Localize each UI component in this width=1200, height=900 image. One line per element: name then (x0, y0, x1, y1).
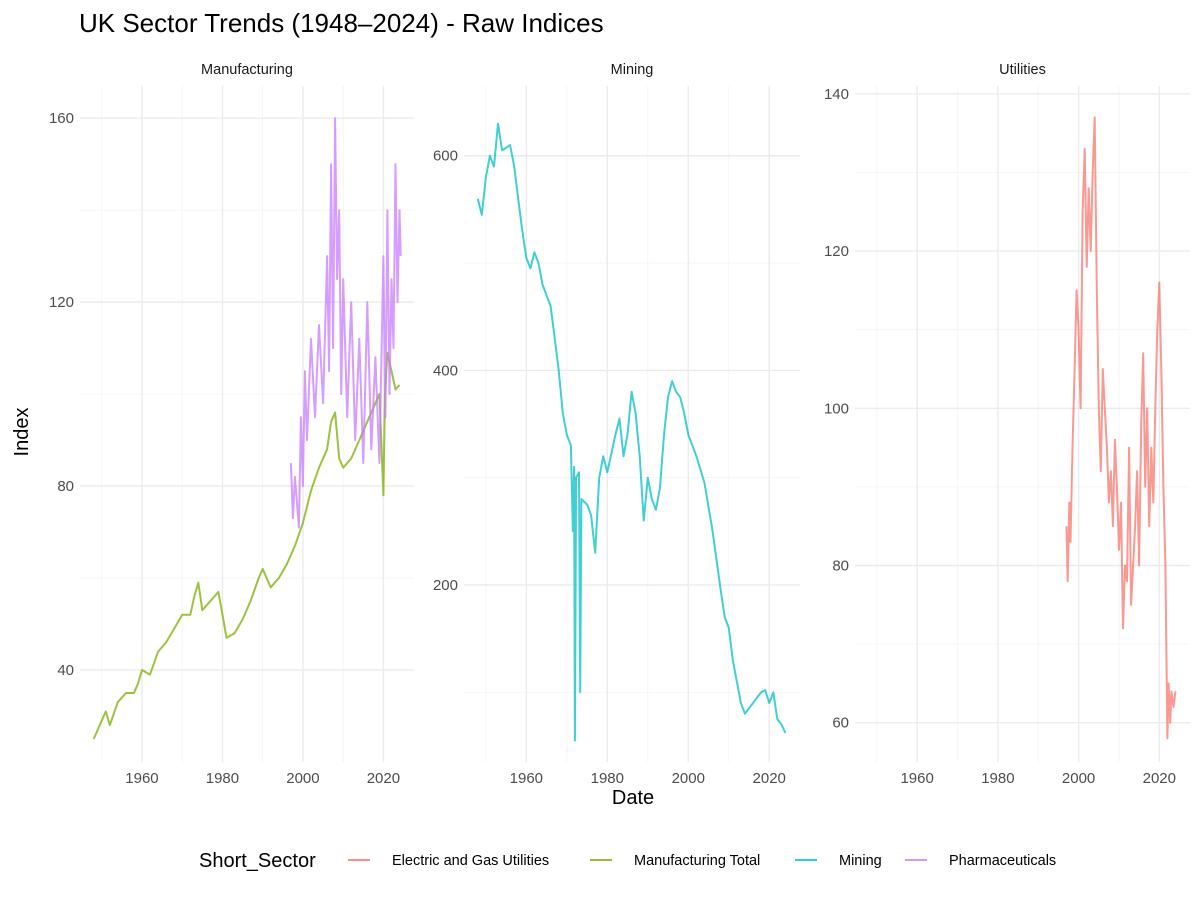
x-tick-label: 1960 (510, 770, 543, 787)
x-tick-label: 1960 (125, 770, 158, 787)
y-tick-label: 120 (49, 294, 74, 311)
y-tick-label: 200 (433, 577, 458, 594)
series-line (1065, 116, 1177, 740)
legend-label: Manufacturing Total (634, 853, 760, 869)
series-line (476, 122, 787, 742)
y-tick-label: 160 (49, 110, 74, 127)
facet-strip-label: Mining (611, 62, 654, 78)
x-tick-label: 2000 (286, 770, 319, 787)
legend: Short_Sector Electric and Gas Utilities M… (199, 850, 1056, 872)
panel-mining: 1960 1980 2000 2020 200 400 600 Mining (433, 62, 800, 787)
legend-label: Pharmaceuticals (949, 853, 1056, 869)
legend-title: Short_Sector (199, 850, 316, 872)
x-tick-label: 2020 (753, 770, 786, 787)
x-tick-label: 2020 (367, 770, 400, 787)
legend-label: Electric and Gas Utilities (392, 853, 549, 869)
panel-utilities: 1960 1980 2000 2020 60 80 100 120 140 Utilities (824, 62, 1190, 787)
series-line (289, 117, 402, 529)
y-axis-title: Index (11, 408, 33, 457)
x-tick-label: 1980 (206, 770, 239, 787)
panel-manufacturing: 1960 1980 2000 2020 40 80 120 160 Manufacturing (49, 62, 414, 787)
x-tick-label: 1980 (591, 770, 624, 787)
facet-strip-label: Utilities (999, 62, 1046, 78)
y-tick-label: 60 (832, 715, 849, 732)
y-tick-label: 600 (433, 148, 458, 165)
x-tick-label: 2020 (1143, 770, 1176, 787)
y-tick-label: 400 (433, 362, 458, 379)
legend-label: Mining (839, 853, 882, 869)
y-tick-label: 140 (824, 86, 849, 103)
x-tick-label: 1980 (981, 770, 1014, 787)
y-tick-label: 80 (832, 557, 849, 574)
y-tick-label: 100 (824, 400, 849, 417)
x-tick-label: 2000 (1062, 770, 1095, 787)
x-tick-label: 2000 (672, 770, 705, 787)
y-tick-label: 80 (57, 478, 74, 495)
y-tick-label: 120 (824, 243, 849, 260)
facet-strip-label: Manufacturing (201, 62, 293, 78)
x-tick-label: 1960 (900, 770, 933, 787)
y-tick-label: 40 (57, 662, 74, 679)
x-axis-title: Date (612, 787, 654, 809)
chart-title: UK Sector Trends (1948–2024) - Raw Indic… (79, 8, 604, 38)
